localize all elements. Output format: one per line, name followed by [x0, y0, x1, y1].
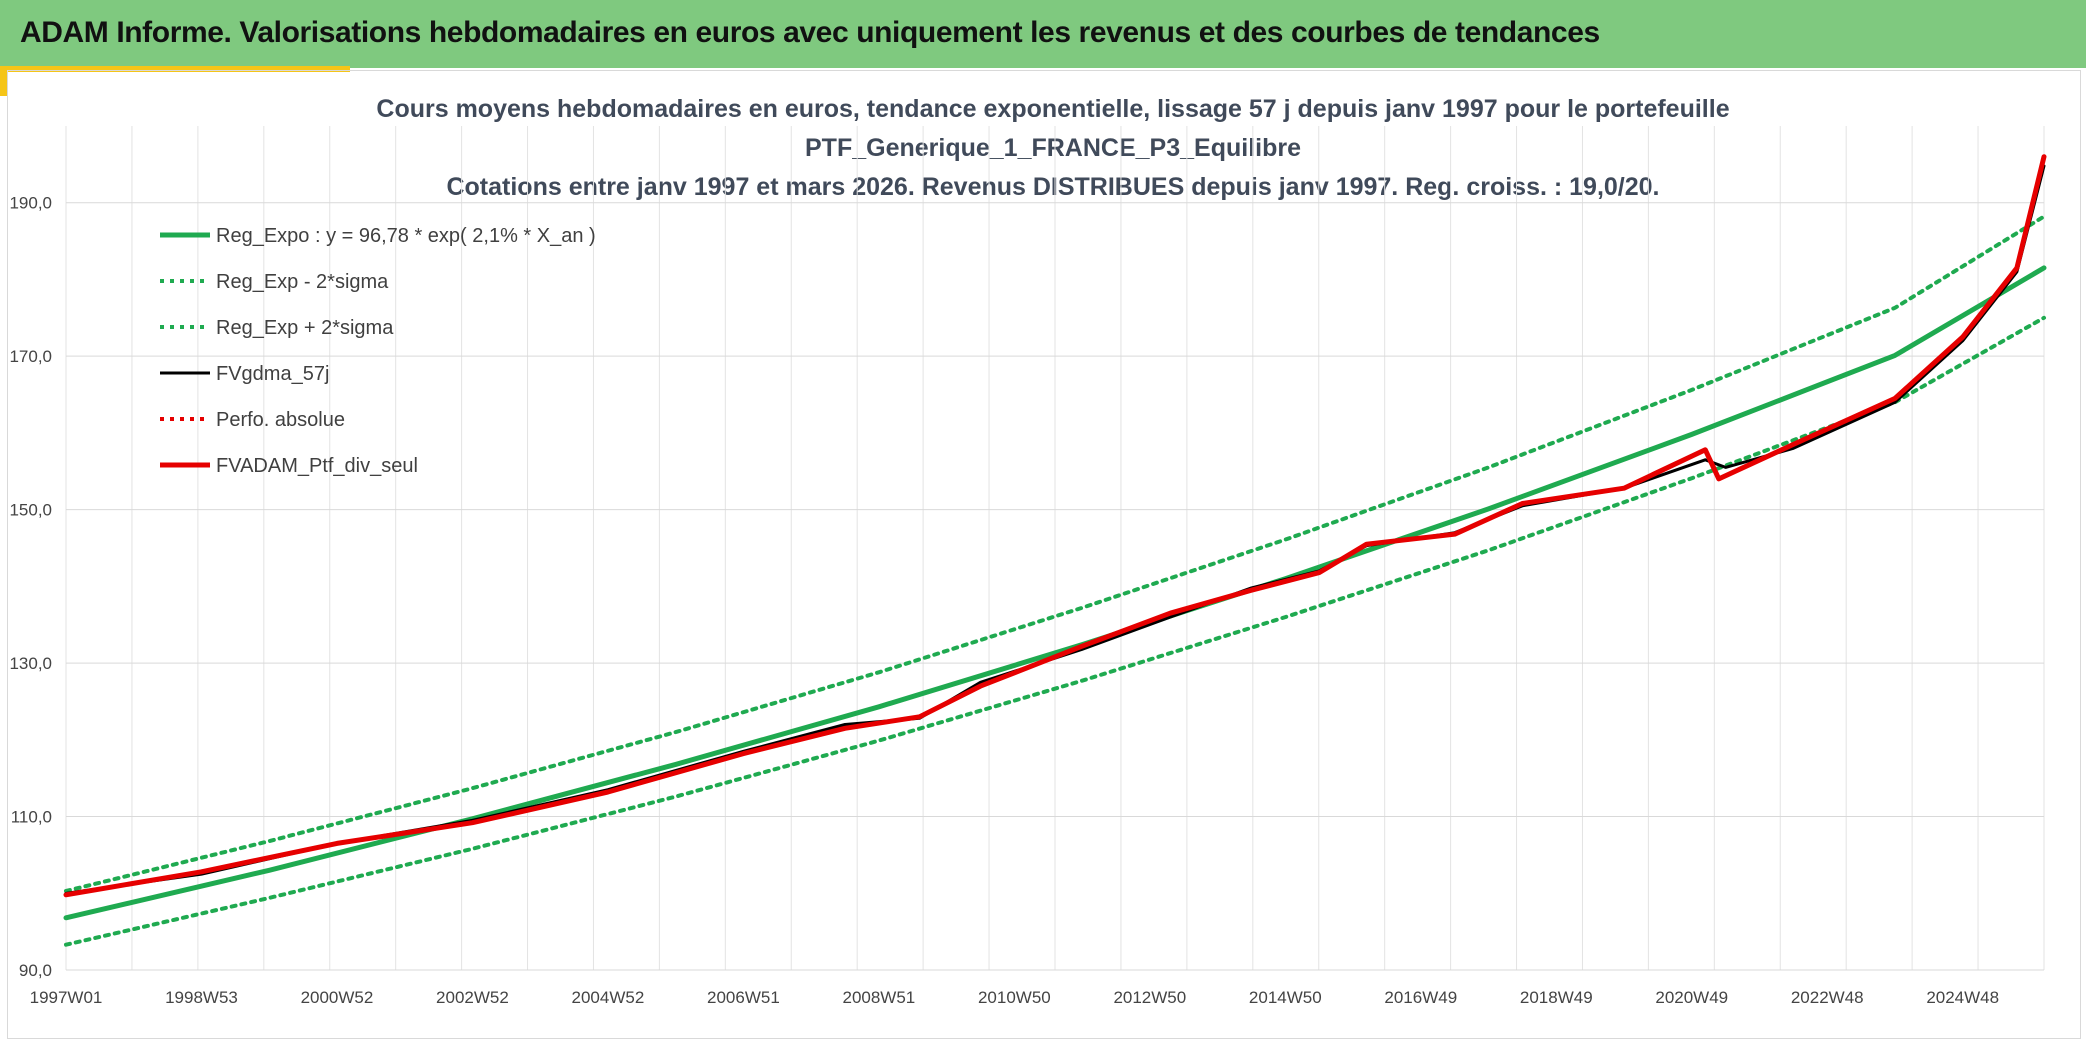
legend-label: FVgdma_57j — [216, 363, 329, 385]
legend-label: Reg_Exp + 2*sigma — [216, 317, 394, 339]
y-tick-label: 110,0 — [11, 808, 52, 827]
x-tick-label: 2006W51 — [707, 988, 780, 1007]
chart-title-line-1: Cours moyens hebdomadaires en euros, ten… — [376, 95, 1729, 123]
chart-title-group: Cours moyens hebdomadaires en euros, ten… — [376, 95, 1729, 201]
series-line-5 — [63, 154, 2047, 898]
series-layer — [63, 154, 2047, 947]
series-line-1 — [64, 315, 2046, 947]
y-tick-label: 190,0 — [9, 194, 52, 213]
x-tick-label: 2002W52 — [436, 988, 509, 1007]
chart-frame — [7, 70, 2081, 1039]
x-tick-label: 2000W52 — [301, 988, 374, 1007]
chart-title-line-3: Cotations entre janv 1997 et mars 2026. … — [446, 173, 1659, 201]
header-accent-bar — [0, 66, 350, 72]
x-tick-label: 2020W49 — [1655, 988, 1728, 1007]
x-tick-label: 2010W50 — [978, 988, 1051, 1007]
x-tick-label: 2004W52 — [572, 988, 645, 1007]
x-tick-label: 2018W49 — [1520, 988, 1593, 1007]
page-title: ADAM Informe. Valorisations hebdomadaire… — [20, 16, 1600, 49]
legend-label: Reg_Exp - 2*sigma — [216, 271, 389, 293]
chart-title-line-2: PTF_Generique_1_FRANCE_P3_Equilibre — [805, 134, 1301, 162]
legend-label: Perfo. absolue — [216, 409, 345, 431]
grid — [65, 126, 2045, 971]
x-tick-label: 2016W49 — [1384, 988, 1457, 1007]
x-tick-label: 1997W01 — [30, 988, 103, 1007]
series-line-2 — [64, 214, 2046, 893]
axis-labels: 90,0 110,0 130,0 150,0 170,0 190,0 1997W01 1998… — [9, 194, 1999, 1007]
x-tick-label: 2022W48 — [1791, 988, 1864, 1007]
x-tick-label: 2024W48 — [1926, 988, 1999, 1007]
title-bar: ADAM Informe. Valorisations hebdomadaire… — [0, 0, 2086, 68]
legend-label: Reg_Expo : y = 96,78 * exp( 2,1% * X_an … — [216, 225, 596, 247]
y-tick-label: 90,0 — [19, 961, 52, 980]
legend: Reg_Expo : y = 96,78 * exp( 2,1% * X_an … — [160, 225, 596, 477]
x-tick-label: 2012W50 — [1113, 988, 1186, 1007]
y-tick-label: 130,0 — [9, 654, 52, 673]
y-tick-label: 170,0 — [9, 347, 52, 366]
legend-label: FVADAM_Ptf_div_seul — [216, 455, 418, 477]
y-tick-label: 150,0 — [9, 501, 52, 520]
left-accent-bar — [0, 66, 7, 96]
x-tick-label: 2008W51 — [842, 988, 915, 1007]
x-tick-label: 1998W53 — [165, 988, 238, 1007]
x-tick-label: 2014W50 — [1249, 988, 1322, 1007]
